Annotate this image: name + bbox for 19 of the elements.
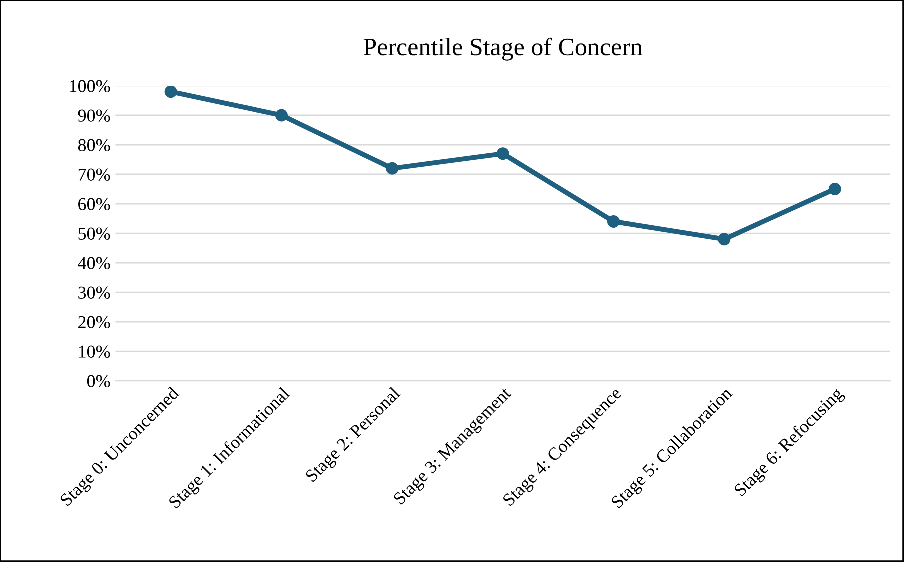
y-tick-label: 60% bbox=[78, 198, 110, 211]
point bbox=[496, 148, 510, 160]
y-tick-label: 20% bbox=[78, 316, 110, 329]
y-tick-label: 50% bbox=[78, 228, 110, 240]
point bbox=[275, 109, 288, 122]
y-tick-label: 40% bbox=[78, 257, 110, 270]
point bbox=[386, 162, 399, 175]
chart-title: Percentile Stage of Concern bbox=[364, 38, 643, 61]
y-tick-label: 70% bbox=[78, 168, 110, 181]
point bbox=[828, 183, 842, 196]
point bbox=[608, 215, 620, 228]
point bbox=[718, 233, 731, 246]
y-tick-label: 10% bbox=[79, 346, 110, 358]
point bbox=[164, 86, 178, 98]
y-tick-label: 30% bbox=[78, 286, 110, 300]
y-tick-label: 0% bbox=[87, 375, 110, 388]
y-tick-label: 80% bbox=[78, 139, 110, 152]
y-tick-label: 90% bbox=[78, 110, 110, 122]
y-tick-label: 100% bbox=[70, 80, 110, 92]
